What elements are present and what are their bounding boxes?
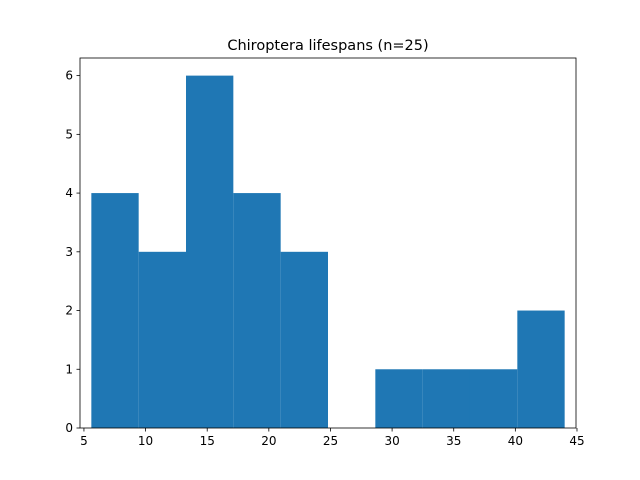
- y-tick-label: 5: [65, 127, 73, 141]
- histogram-bar: [138, 251, 187, 428]
- histogram-bar: [186, 75, 234, 428]
- x-axis-ticks: 5 10 15 20 25 30 35 40 45: [80, 428, 585, 448]
- histogram-bar: [469, 369, 518, 428]
- x-tick-label: 15: [200, 434, 215, 448]
- y-tick-label: 1: [65, 362, 73, 376]
- y-tick-label: 6: [65, 69, 73, 83]
- x-tick-label: 30: [384, 434, 399, 448]
- histogram-bar: [91, 193, 139, 428]
- y-tick-label: 0: [65, 421, 73, 435]
- x-tick-label: 45: [569, 434, 584, 448]
- y-tick-label: 3: [65, 245, 73, 259]
- y-tick-label: 2: [65, 304, 73, 318]
- x-tick-label: 35: [446, 434, 461, 448]
- histogram-bar: [422, 369, 470, 428]
- plot-frame: [79, 57, 577, 429]
- x-tick-label: 40: [508, 434, 523, 448]
- x-tick-label: 20: [261, 434, 276, 448]
- histogram-bar: [517, 310, 565, 428]
- x-tick-label: 5: [80, 434, 88, 448]
- x-tick-label: 10: [138, 434, 153, 448]
- chart-title: Chiroptera lifespans (n=25): [227, 38, 428, 54]
- histogram-bar: [233, 193, 281, 428]
- x-tick-label: 25: [323, 434, 338, 448]
- histogram-bar: [280, 251, 328, 428]
- bars-group: [91, 75, 565, 428]
- y-tick-label: 4: [65, 186, 73, 200]
- y-axis-ticks: 0 1 2 3 4 5 6: [65, 69, 80, 435]
- histogram-bar: [375, 369, 423, 428]
